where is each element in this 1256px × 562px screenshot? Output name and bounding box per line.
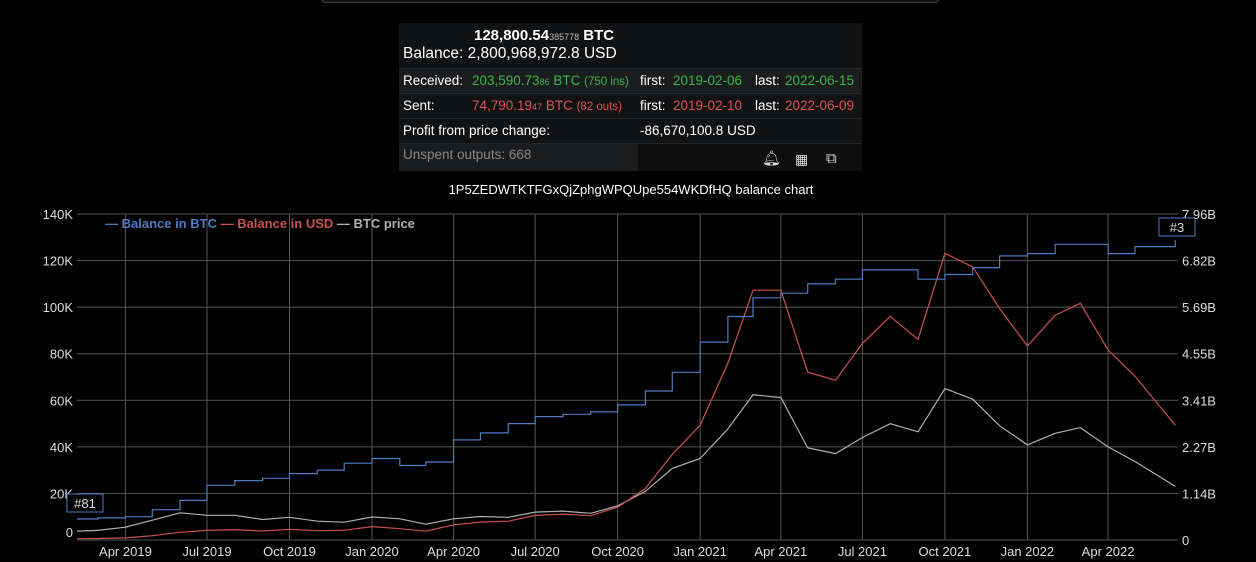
legend-item[interactable]: — BTC price [333, 216, 415, 231]
x-tick-label: Oct 2021 [919, 544, 972, 559]
legend-item[interactable]: — Balance in BTC [105, 216, 218, 231]
y-right-tick-label: 1.14B [1182, 486, 1216, 501]
legend-item[interactable]: — Balance in USD [217, 216, 333, 231]
x-tick-label: Apr 2022 [1082, 544, 1135, 559]
sent-label: Sent: [403, 98, 435, 113]
y-left-tick-label: 80K [50, 347, 73, 362]
received-decimals: 86 [539, 77, 550, 87]
sent-last-label: last: [755, 98, 780, 113]
sent-first-label: first: [640, 98, 666, 113]
received-first: 2019-02-06 [673, 73, 743, 88]
bell-icon[interactable]: 🔔︎ [762, 150, 782, 167]
received-row: Received: 203,590.7386 BTC (750 ins) fir… [399, 69, 862, 94]
unspent-row: Unspent outputs: 668 🔔︎ ▦ ⧉ [399, 144, 862, 171]
y-left-tick-label: 60K [50, 393, 73, 408]
btc-price-line [76, 387, 1176, 532]
chart-legend: — Balance in BTC — Balance in USD — BTC … [105, 216, 415, 231]
y-right-tick-label: 5.69B [1182, 300, 1216, 315]
x-tick-label: Jan 2020 [345, 544, 399, 559]
received-last-label: last: [755, 73, 780, 88]
balance-btc-unit: BTC [583, 27, 615, 44]
y-left-tick-label: 120K [43, 254, 74, 269]
annotation-label: #81 [74, 496, 96, 511]
annotation-label: #3 [1170, 220, 1184, 235]
qr-code-icon[interactable]: ▦ [795, 151, 809, 167]
y-right-tick-label: 3.41B [1182, 393, 1216, 408]
profit-value: -86,670,100.8 USD [640, 123, 756, 138]
x-tick-label: Apr 2021 [754, 544, 807, 559]
profit-label: Profit from price change: [403, 123, 551, 138]
sent-first: 2019-02-10 [673, 98, 743, 113]
sent-unit: BTC [542, 98, 577, 113]
received-label: Received: [403, 73, 464, 88]
y-right-tick-label: 0 [1182, 533, 1189, 548]
x-tick-label: Oct 2020 [591, 544, 644, 559]
sent-last: 2022-06-09 [785, 98, 855, 113]
y-right-tick-label: 6.82B [1182, 254, 1216, 269]
balance-btc: 128,800.54 [474, 27, 550, 44]
y-right-tick-label: 2.27B [1182, 440, 1216, 455]
sent-decimals: 47 [532, 102, 543, 112]
received-last: 2022-06-15 [785, 73, 855, 88]
profit-row: Profit from price change: -86,670,100.8 … [399, 119, 862, 144]
x-tick-label: Jul 2021 [838, 544, 887, 559]
received-count: (750 ins) [584, 76, 629, 88]
balance-btc-line [77, 240, 1176, 520]
x-tick-label: Jul 2020 [511, 544, 560, 559]
chart-title: 1P5ZEDWTKTFGxQjZphgWPQUpe554WKDfHQ balan… [448, 182, 814, 197]
action-icons: 🔔︎ ▦ ⧉ [638, 144, 862, 171]
received-first-label: first: [640, 73, 666, 88]
balance-header: 128,800.54385778 BTC Balance: 2,800,968,… [399, 23, 862, 69]
sent-row: Sent: 74,790.1947 BTC (82 outs) first: 2… [399, 94, 862, 119]
annotation-box [66, 493, 104, 513]
x-tick-label: Oct 2019 [263, 544, 316, 559]
x-tick-label: Jan 2022 [1001, 544, 1055, 559]
y-left-tick-label: 0 [66, 525, 73, 540]
balance-usd: Balance: 2,800,968,972.8 USD [403, 45, 617, 62]
received-amount: 203,590.73 [472, 73, 540, 88]
sent-amount: 74,790.19 [472, 98, 533, 113]
address-summary-panel: 128,800.54385778 BTC Balance: 2,800,968,… [399, 23, 862, 171]
x-tick-label: Apr 2019 [99, 544, 152, 559]
received-unit: BTC [549, 73, 585, 88]
annotation-box [1158, 217, 1196, 237]
x-tick-label: Jul 2019 [182, 544, 231, 559]
copy-icon[interactable]: ⧉ [826, 150, 837, 167]
unspent-outputs: Unspent outputs: 668 [403, 147, 532, 162]
x-tick-label: Apr 2020 [427, 544, 480, 559]
y-left-tick-label: 140K [43, 207, 74, 222]
balance-usd-line [76, 252, 1176, 540]
y-left-tick-label: 40K [50, 440, 73, 455]
balance-btc-decimals: 385778 [549, 32, 580, 42]
sent-count: (82 outs) [576, 101, 622, 113]
x-tick-label: Jan 2021 [673, 544, 727, 559]
y-left-tick-label: 100K [43, 300, 74, 315]
y-right-tick-label: 4.55B [1182, 347, 1216, 362]
